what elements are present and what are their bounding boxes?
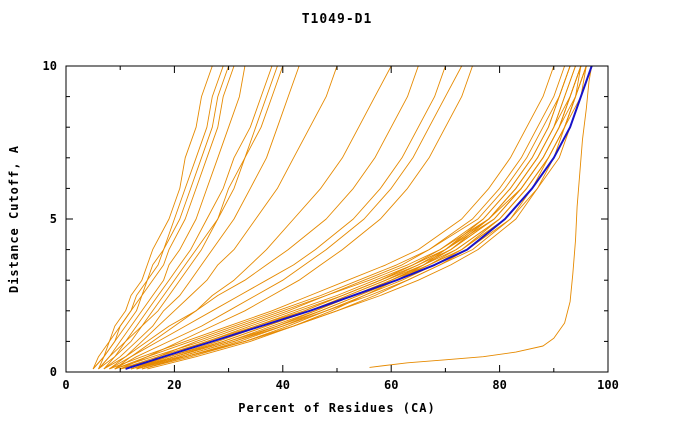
svg-text:80: 80 xyxy=(492,378,506,392)
x-axis-label: Percent of Residues (CA) xyxy=(238,401,436,415)
svg-text:0: 0 xyxy=(62,378,69,392)
svg-text:5: 5 xyxy=(50,212,57,226)
svg-text:10: 10 xyxy=(43,59,57,73)
svg-text:0: 0 xyxy=(50,365,57,379)
svg-text:100: 100 xyxy=(597,378,619,392)
svg-text:20: 20 xyxy=(167,378,181,392)
svg-text:40: 40 xyxy=(276,378,290,392)
chart-title: T1049-D1 xyxy=(301,12,373,27)
svg-text:60: 60 xyxy=(384,378,398,392)
